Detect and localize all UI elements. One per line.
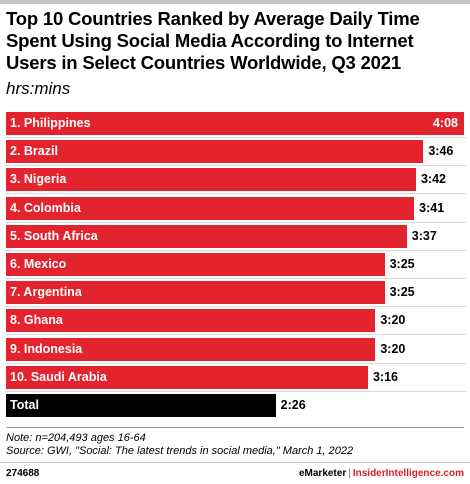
bar-label: 1. Philippines <box>10 116 91 130</box>
bar-label: 3. Nigeria <box>10 172 67 187</box>
bar-chart: 1. Philippines 4:08 2. Brazil 3:46 3. Nigeri… <box>0 108 470 423</box>
bar-label: 4. Colombia <box>10 200 81 215</box>
bar-label: 2. Brazil <box>10 144 58 159</box>
bar-label: 9. Indonesia <box>10 341 83 356</box>
footer-rule <box>0 462 470 463</box>
value-label: 3:46 <box>428 144 454 159</box>
gridline <box>6 221 466 223</box>
brand: eMarketer | InsiderIntelligence.com <box>299 467 464 480</box>
note-text: Note: n=204,493 ages 16-64 <box>6 432 146 444</box>
gridline <box>6 249 466 251</box>
value-label: 3:20 <box>380 341 406 356</box>
source-text: Source: GWI, "Social: The latest trends … <box>6 445 354 457</box>
gridline <box>6 362 466 364</box>
bar-2 <box>6 140 424 164</box>
brand-emarketer: eMarketer <box>298 468 347 479</box>
bar-1 <box>6 112 464 135</box>
bar-label: 6. Mexico <box>10 257 67 271</box>
value-label: 3:37 <box>411 228 437 243</box>
gridline <box>6 390 466 392</box>
chart-subtitle: hrs:mins <box>6 79 71 98</box>
bar-4 <box>6 196 415 220</box>
value-label: 3:16 <box>372 369 398 384</box>
gridline <box>6 165 466 167</box>
brand-insider-intelligence: InsiderIntelligence.com <box>352 468 464 479</box>
bar-total <box>6 394 276 417</box>
bar-label: 10. Saudi Arabia <box>10 369 107 384</box>
top-rule <box>0 0 470 4</box>
value-label: 2:26 <box>280 398 306 412</box>
bar-label: Total <box>10 398 39 412</box>
bar-label: 7. Argentina <box>10 285 82 300</box>
value-label: 3:41 <box>419 200 445 215</box>
value-label: 3:42 <box>420 172 446 187</box>
bar-label: 8. Ghana <box>10 313 63 328</box>
bar-9 <box>6 337 376 361</box>
value-label: 3:25 <box>389 257 415 271</box>
value-label: 3:25 <box>389 285 415 300</box>
chart-title: Top 10 Countries Ranked by Average Daily… <box>6 8 420 73</box>
bar-8 <box>6 309 376 333</box>
bar-label: 5. South Africa <box>10 228 98 243</box>
bar-7 <box>6 281 385 305</box>
value-label: 4:08 <box>432 116 458 130</box>
gridline <box>6 193 466 195</box>
bar-5 <box>6 224 407 248</box>
gridline <box>6 137 466 138</box>
gridline <box>6 306 466 308</box>
value-label: 3:20 <box>380 313 406 328</box>
bottom-rule <box>6 427 464 428</box>
bar-3 <box>6 168 416 192</box>
chart-id: 274688 <box>6 468 40 479</box>
bar-10 <box>6 365 368 389</box>
gridline <box>6 278 466 279</box>
gridline <box>6 334 466 336</box>
bar-6 <box>6 253 385 276</box>
brand-separator: | <box>348 468 351 479</box>
